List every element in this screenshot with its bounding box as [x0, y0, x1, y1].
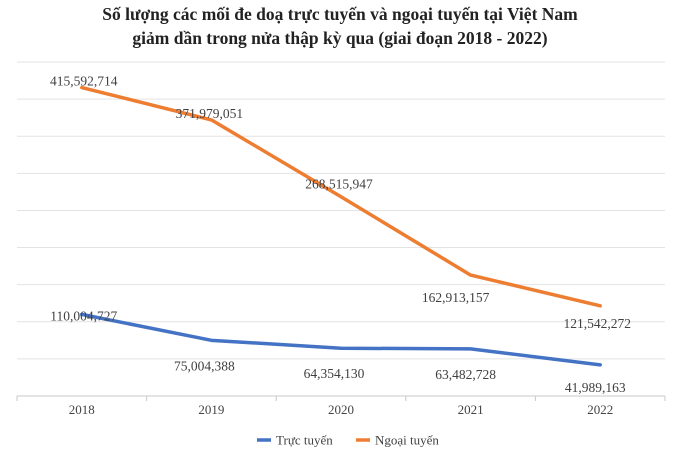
data-label: 63,482,728 — [435, 367, 496, 382]
data-label: 64,354,130 — [304, 366, 365, 381]
data-label: 268,515,947 — [305, 177, 373, 192]
data-label: 162,913,157 — [422, 290, 490, 305]
x-tick-label: 2022 — [587, 402, 613, 417]
chart-title-line-1: Số lượng các mối đe doạ trực tuyến và ng… — [102, 4, 578, 24]
legend-label: Ngoại tuyến — [375, 433, 439, 448]
legend: Trực tuyến Ngoại tuyến — [257, 433, 439, 448]
data-labels: 110,004,727 75,004,388 64,354,130 63,482,72… — [50, 74, 631, 395]
legend-label: Trực tuyến — [276, 433, 333, 448]
x-tick-label: 2018 — [69, 402, 95, 417]
x-tick-label: 2021 — [458, 402, 484, 417]
chart-title: Số lượng các mối đe doạ trực tuyến và ng… — [0, 2, 680, 50]
x-axis: 2018 2019 2020 2021 2022 — [16, 395, 666, 417]
x-tick-label: 2020 — [328, 402, 354, 417]
data-label: 110,004,727 — [50, 308, 117, 323]
x-tick-label: 2019 — [198, 402, 224, 417]
chart-title-line-2: giảm dần trong nửa thập kỳ qua (giai đoạ… — [132, 28, 548, 48]
data-label: 75,004,388 — [174, 358, 235, 373]
data-label: 415,592,714 — [50, 74, 118, 89]
data-label: 371,979,051 — [176, 106, 244, 121]
data-label: 121,542,272 — [563, 316, 631, 331]
data-label: 41,989,163 — [565, 380, 626, 395]
series-group — [80, 85, 602, 367]
